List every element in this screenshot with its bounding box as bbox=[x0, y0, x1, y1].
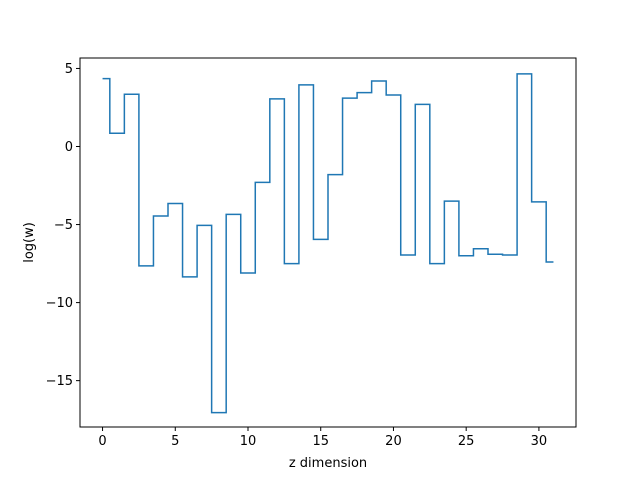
y-tick-label: −15 bbox=[46, 374, 73, 389]
x-axis: 0 5 10 15 20 25 30 bbox=[98, 427, 547, 449]
x-tick-label: 5 bbox=[171, 434, 179, 449]
plot-area-frame bbox=[79, 57, 577, 428]
y-tick-label: −10 bbox=[46, 296, 73, 311]
y-tick-label: −5 bbox=[54, 218, 73, 233]
x-tick-label: 10 bbox=[240, 434, 257, 449]
x-tick-label: 0 bbox=[98, 434, 106, 449]
x-tick-label: 15 bbox=[312, 434, 329, 449]
series-line-0 bbox=[102, 73, 554, 414]
y-tick-label: 5 bbox=[65, 62, 73, 77]
x-axis-label: z dimension bbox=[289, 456, 367, 471]
y-axis-label: log(w) bbox=[22, 222, 37, 263]
x-tick-label: 30 bbox=[531, 434, 548, 449]
x-tick-label: 20 bbox=[385, 434, 402, 449]
x-tick-label: 25 bbox=[458, 434, 475, 449]
y-axis: 5 0 −5 −10 −15 bbox=[46, 62, 80, 389]
series-layer bbox=[102, 73, 554, 414]
y-tick-label: 0 bbox=[65, 140, 73, 155]
